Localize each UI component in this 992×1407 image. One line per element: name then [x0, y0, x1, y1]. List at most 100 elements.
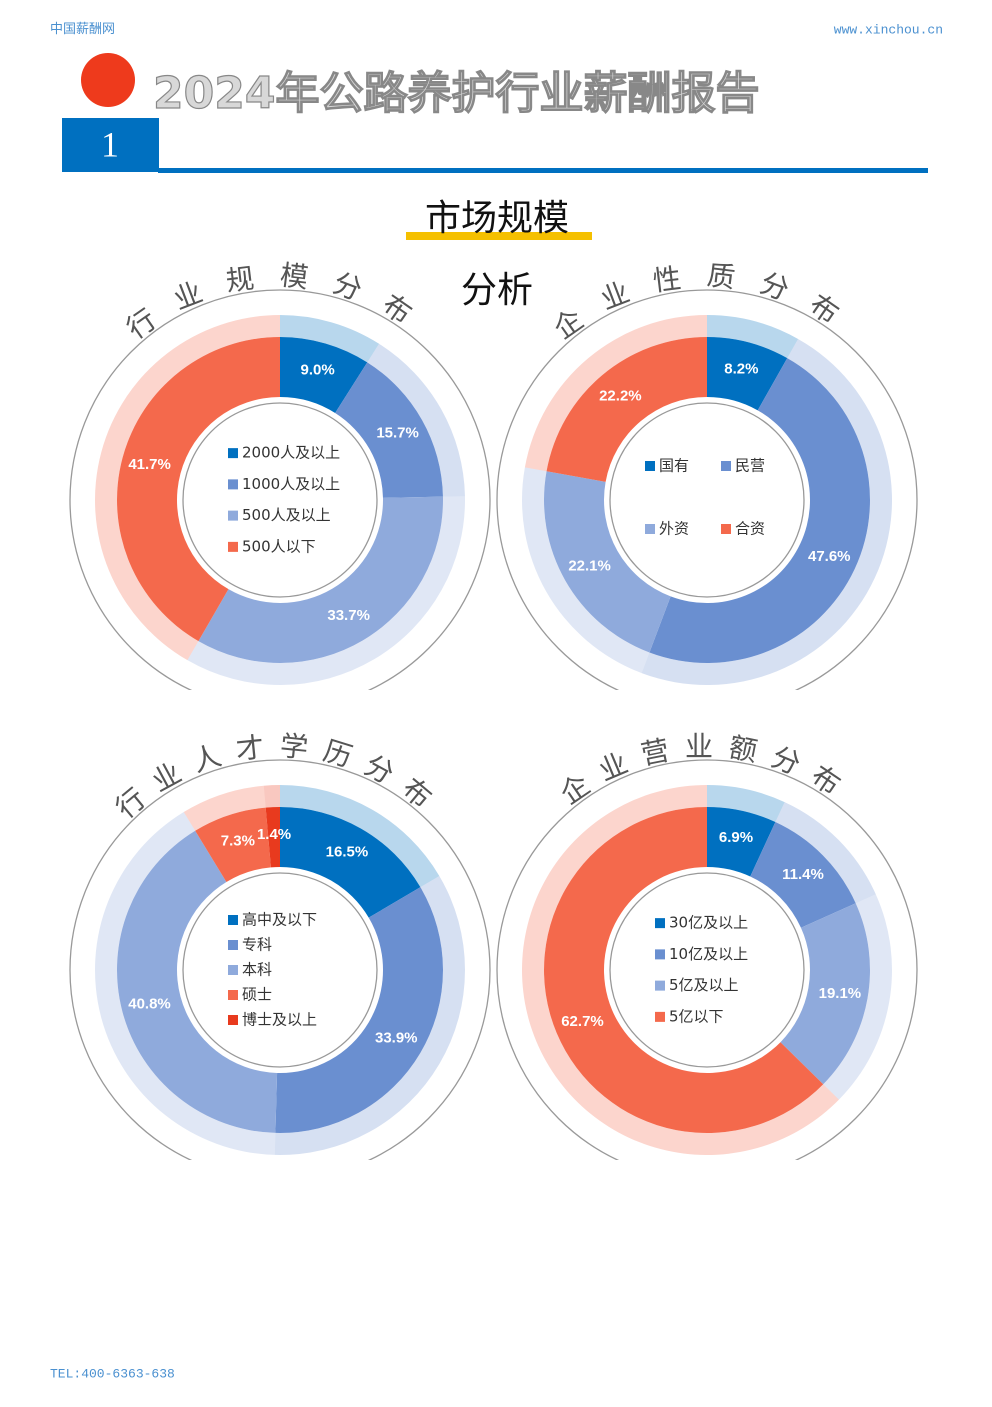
value-label: 40.8% [128, 996, 171, 1013]
section-title: 市场规模 [425, 198, 569, 239]
outer-arc [69, 759, 491, 1160]
legend-label: 2000人及以上 [242, 444, 340, 462]
outer-segment [775, 802, 876, 904]
outer-segment [522, 785, 839, 1155]
legend-swatch [228, 965, 238, 975]
legend-swatch [645, 524, 655, 534]
value-label: 22.2% [599, 387, 642, 404]
site-url: www.xinchou.cn [834, 22, 943, 37]
chart: 行业规模分布9.0%15.7%33.7%41.7%2000人及以上1000人及以… [69, 258, 491, 690]
outer-arc [69, 289, 491, 690]
donut-segment [780, 903, 871, 1085]
section-number: 1 [101, 124, 119, 164]
value-label: 15.7% [376, 425, 419, 442]
donut-segment [198, 496, 444, 663]
footer-tel: TEL:400-6363-638 [50, 1366, 175, 1381]
outer-segment [707, 785, 785, 823]
value-label: 41.7% [128, 456, 171, 473]
outer-arc [496, 289, 918, 690]
donut-segment [280, 337, 368, 414]
legend-label: 高中及以下 [242, 911, 317, 929]
legend-swatch [721, 461, 731, 471]
outer-segment [263, 785, 280, 808]
title-underline [406, 232, 592, 240]
value-label: 6.9% [719, 829, 753, 846]
value-label: 1.4% [257, 826, 291, 843]
donut-segment [265, 807, 280, 868]
donut-segment [116, 337, 281, 642]
donut-segment [707, 337, 788, 411]
donut-segment [649, 358, 870, 663]
legend-label: 10亿及以上 [669, 945, 748, 963]
value-label: 8.2% [724, 360, 758, 377]
value-label: 19.1% [819, 985, 862, 1002]
section-subtitle: 分析 [461, 270, 533, 311]
legend-swatch [228, 1015, 238, 1025]
chart: 企业营业额分布6.9%11.4%19.1%62.7%30亿及以上10亿及以上5亿… [496, 730, 918, 1160]
outer-segment [524, 315, 707, 472]
donut-segment [116, 830, 278, 1133]
value-label: 11.4% [782, 866, 824, 883]
legend-label: 硕士 [242, 986, 272, 1004]
value-label: 16.5% [326, 844, 369, 861]
legend-swatch [228, 990, 238, 1000]
outer-segment [274, 875, 465, 1155]
value-label: 7.3% [221, 833, 255, 850]
site-name: 中国薪酬网 [50, 21, 115, 36]
legend-swatch [228, 479, 238, 490]
inner-ring [609, 402, 805, 598]
donut-segment [543, 807, 824, 1134]
value-label: 33.7% [327, 607, 370, 624]
report-title: 2024年公路养护行业薪酬报告 [153, 68, 759, 119]
legend-label: 5亿及以上 [669, 976, 739, 994]
legend-label: 专科 [242, 936, 272, 954]
outer-segment [367, 343, 465, 497]
value-label: 9.0% [301, 361, 335, 378]
inner-ring [182, 402, 378, 598]
legend-label: 国有 [659, 457, 689, 475]
legend-label: 30亿及以上 [669, 914, 748, 932]
legend-swatch [655, 980, 665, 991]
donut-segment [280, 807, 421, 918]
outer-arc [496, 759, 918, 1160]
legend-label: 博士及以上 [242, 1011, 317, 1029]
header-dot [81, 53, 135, 107]
legend-swatch [228, 940, 238, 950]
inner-ring [182, 872, 378, 1068]
outer-segment [707, 315, 799, 359]
donut-segment [275, 887, 444, 1133]
donut-segment [544, 471, 671, 653]
legend-swatch [228, 448, 238, 459]
legend-label: 5亿以下 [669, 1007, 724, 1025]
outer-segment [823, 894, 893, 1100]
outer-segment [94, 315, 281, 661]
header-rule [158, 168, 928, 173]
donut-segment [707, 807, 776, 877]
legend-label: 合资 [735, 520, 765, 538]
number-box [62, 118, 159, 172]
legend-label: 500人以下 [242, 537, 316, 555]
legend-swatch [655, 918, 665, 929]
donut-segment [750, 822, 856, 928]
outer-segment [187, 496, 466, 685]
legend-label: 1000人及以上 [242, 475, 340, 493]
donut-segment [546, 337, 707, 482]
legend-label: 民营 [735, 457, 765, 475]
legend-label: 外资 [659, 520, 689, 538]
legend-label: 500人及以上 [242, 506, 331, 524]
legend-swatch [645, 461, 655, 471]
inner-ring [609, 872, 805, 1068]
donut-segment [195, 807, 271, 883]
donut-segment [335, 362, 443, 498]
legend-swatch [228, 510, 238, 521]
outer-segment [522, 467, 650, 674]
outer-segment [280, 785, 440, 888]
value-label: 47.6% [808, 548, 851, 565]
legend-swatch [655, 949, 665, 960]
legend-swatch [655, 1011, 665, 1022]
legend-swatch [228, 541, 238, 552]
outer-segment [183, 785, 266, 831]
